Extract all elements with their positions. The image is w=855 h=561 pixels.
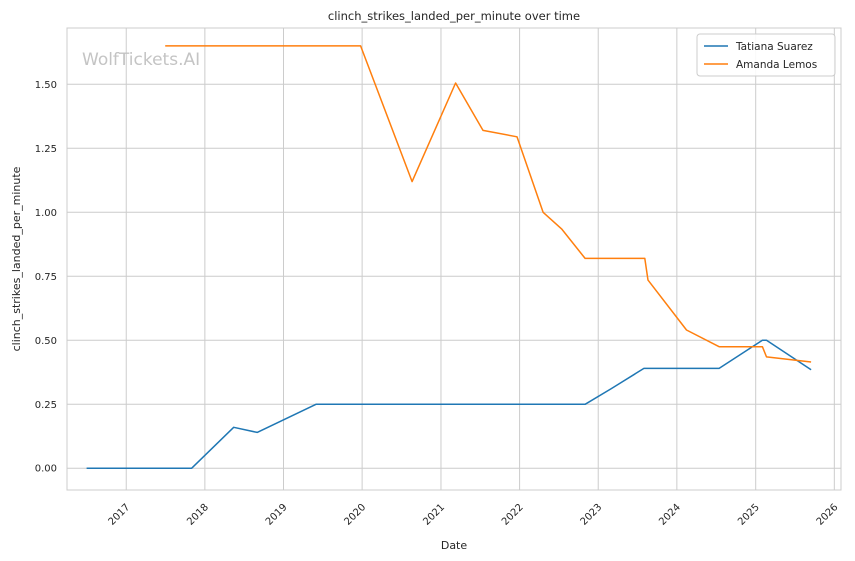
- y-tick-label: 1.00: [35, 208, 57, 219]
- y-axis-label: clinch_strikes_landed_per_minute: [10, 166, 23, 351]
- x-tick-label: 2020: [342, 502, 368, 528]
- x-tick-label: 2018: [185, 502, 211, 528]
- x-axis-ticks: 2017 2018 2019 2020 2021 2022 2023 2024 2025 2026: [107, 502, 841, 528]
- x-tick-label: 2019: [264, 502, 290, 528]
- watermark: WolfTickets.AI: [82, 50, 200, 70]
- y-axis-ticks: 0.00 0.25 0.50 0.75 1.00 1.25 1.50: [35, 80, 57, 475]
- plot-frame: [66, 27, 842, 491]
- y-tick-label: 1.50: [35, 80, 57, 91]
- x-tick-label: 2023: [579, 502, 605, 528]
- series-line-amanda-lemos: [165, 45, 812, 363]
- chart-title: clinch_strikes_landed_per_minute over ti…: [328, 9, 580, 23]
- x-tick-label: 2022: [500, 502, 526, 528]
- legend-label: Tatiana Suarez: [735, 41, 813, 53]
- series-line-tatiana-suarez: [86, 339, 812, 469]
- y-tick-label: 0.00: [35, 464, 57, 475]
- grid: [67, 28, 841, 490]
- legend-label: Amanda Lemos: [736, 59, 817, 71]
- legend-box: [696, 33, 836, 77]
- x-tick-label: 2025: [736, 502, 762, 528]
- x-tick-label: 2017: [107, 502, 133, 528]
- y-tick-label: 0.75: [35, 272, 57, 283]
- y-tick-label: 1.25: [35, 144, 57, 155]
- x-tick-label: 2026: [815, 502, 841, 528]
- x-axis-label: Date: [441, 539, 468, 552]
- y-tick-label: 0.50: [35, 336, 57, 347]
- x-tick-label: 2024: [657, 502, 683, 528]
- y-tick-label: 0.25: [35, 400, 57, 411]
- x-tick-label: 2021: [421, 502, 447, 528]
- series-lines: [86, 45, 812, 469]
- legend: Tatiana Suarez Amanda Lemos: [696, 33, 836, 77]
